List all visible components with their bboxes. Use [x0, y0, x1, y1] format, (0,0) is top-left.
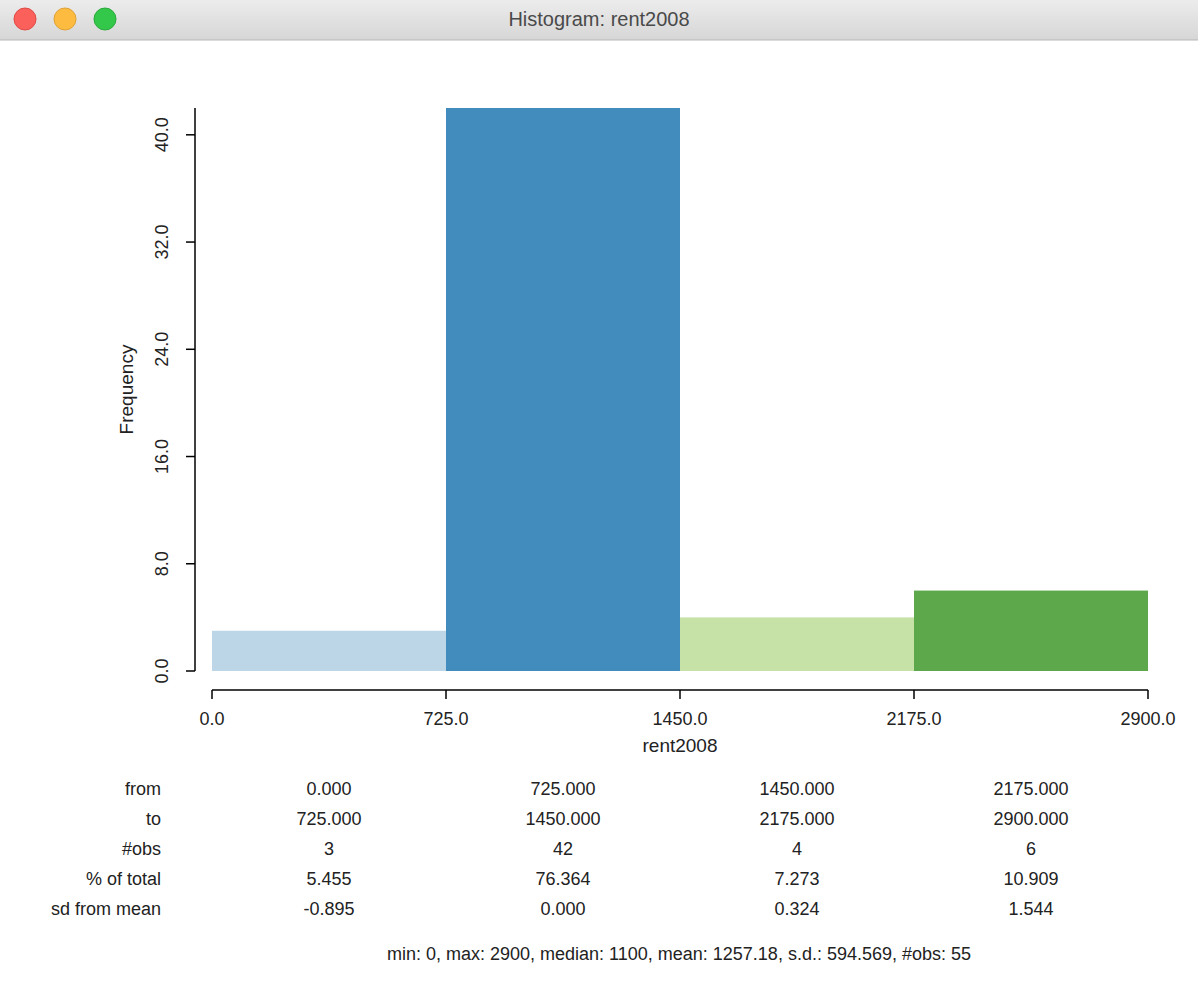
x-tick [1147, 690, 1149, 699]
summary-stats: min: 0, max: 2900, median: 1100, mean: 1… [387, 944, 971, 964]
histogram-bar [212, 631, 446, 671]
title-bar-border [0, 40, 1198, 41]
table-row-label: % of total [86, 869, 161, 889]
x-tick-label: 725.0 [423, 709, 468, 729]
table-row-label: to [146, 809, 161, 829]
x-tick-label: 2175.0 [886, 709, 941, 729]
histogram-bar [446, 108, 680, 671]
y-axis-line [194, 108, 196, 671]
x-tick-label: 2900.0 [1120, 709, 1175, 729]
title-bar [0, 0, 1198, 40]
table-row-label: from [125, 779, 161, 799]
table-row-label: #obs [122, 839, 161, 859]
y-axis-label: Frequency [116, 344, 137, 434]
table-cell: 2900.000 [993, 809, 1068, 829]
table-row-label: sd from mean [51, 899, 161, 919]
y-tick-label: 32.0 [152, 225, 172, 260]
window-title: Histogram: rent2008 [508, 8, 689, 30]
y-tick [186, 349, 195, 351]
table-cell: 6 [1026, 839, 1036, 859]
y-tick [186, 134, 195, 136]
table-cell: 7.273 [774, 869, 819, 889]
x-tick-label: 1450.0 [652, 709, 707, 729]
table-cell: 725.000 [530, 779, 595, 799]
table-cell: 3 [324, 839, 334, 859]
y-tick-label: 8.0 [152, 551, 172, 576]
table-cell: 0.324 [774, 899, 819, 919]
y-tick [186, 563, 195, 565]
table-cell: 0.000 [540, 899, 585, 919]
minimize-button[interactable] [54, 8, 76, 30]
page: Histogram: rent20080.08.016.024.032.040.… [0, 0, 1198, 994]
x-tick [211, 690, 213, 699]
table-cell: 5.455 [306, 869, 351, 889]
y-tick [186, 241, 195, 243]
y-tick-label: 16.0 [152, 439, 172, 474]
y-tick [186, 670, 195, 672]
table-cell: 2175.000 [759, 809, 834, 829]
close-button[interactable] [14, 8, 36, 30]
y-tick-label: 0.0 [152, 658, 172, 683]
table-cell: 1450.000 [759, 779, 834, 799]
table-cell: 725.000 [296, 809, 361, 829]
table-cell: 4 [792, 839, 802, 859]
x-tick-label: 0.0 [199, 709, 224, 729]
table-cell: 10.909 [1003, 869, 1058, 889]
x-tick [445, 690, 447, 699]
bars [212, 108, 1148, 671]
histogram-bar [914, 591, 1148, 671]
table-cell: 76.364 [535, 869, 590, 889]
table-cell: 42 [553, 839, 573, 859]
y-tick [186, 456, 195, 458]
zoom-button[interactable] [94, 8, 116, 30]
x-tick [913, 690, 915, 699]
table-cell: 1.544 [1008, 899, 1053, 919]
y-tick-label: 24.0 [152, 332, 172, 367]
table-cell: -0.895 [303, 899, 354, 919]
table-cell: 1450.000 [525, 809, 600, 829]
table-cell: 0.000 [306, 779, 351, 799]
table-cell: 2175.000 [993, 779, 1068, 799]
x-axis-label: rent2008 [642, 735, 717, 756]
histogram-bar [680, 617, 914, 671]
y-tick-label: 40.0 [152, 117, 172, 152]
x-tick [679, 690, 681, 699]
